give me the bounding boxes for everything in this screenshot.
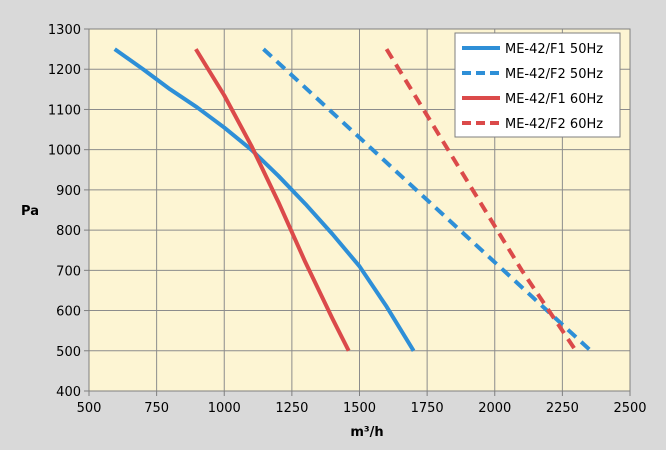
x-tick-label: 1000 <box>208 401 241 416</box>
x-tick-label: 2000 <box>478 401 511 416</box>
x-tick-label: 1750 <box>411 401 444 416</box>
y-tick-label: 600 <box>56 305 81 320</box>
y-axis-label: Pa <box>21 204 39 219</box>
y-tick-label: 800 <box>56 224 81 239</box>
y-tick-label: 700 <box>56 264 81 279</box>
series-lines <box>113 47 593 353</box>
legend-box <box>454 32 621 138</box>
legend-label: ME-42/F1 50Hz <box>505 42 603 57</box>
series-line-1 <box>113 47 416 352</box>
y-tick-label: 1300 <box>48 23 81 38</box>
series-line-4 <box>384 48 578 352</box>
series-line-2 <box>262 47 593 353</box>
x-tick-label: 1500 <box>343 401 376 416</box>
y-tick-label: 1100 <box>48 103 81 118</box>
x-tick-label: 2500 <box>613 401 646 416</box>
axes: 500 750 1000 1250 1500 1750 2000 2250 2500400500… <box>48 23 647 416</box>
legend-label: ME-42/F2 60Hz <box>505 117 603 132</box>
legend-label: ME-42/F2 50Hz <box>505 67 603 82</box>
legend: ME-42/F1 50Hz ME-42/F2 50Hz ME-42/F1 60Hz M… <box>454 32 621 138</box>
y-tick-label: 400 <box>56 385 81 400</box>
legend-label: ME-42/F1 60Hz <box>505 92 603 107</box>
x-tick-label: 2250 <box>546 401 579 416</box>
series-line-3 <box>194 48 351 352</box>
y-tick-label: 500 <box>56 345 81 360</box>
x-tick-label: 500 <box>77 401 102 416</box>
x-axis-label: m³/h <box>350 425 383 440</box>
y-tick-label: 1000 <box>48 144 81 159</box>
y-tick-label: 900 <box>56 184 81 199</box>
y-tick-label: 1200 <box>48 63 81 78</box>
x-tick-label: 1250 <box>275 401 308 416</box>
x-tick-label: 750 <box>144 401 169 416</box>
